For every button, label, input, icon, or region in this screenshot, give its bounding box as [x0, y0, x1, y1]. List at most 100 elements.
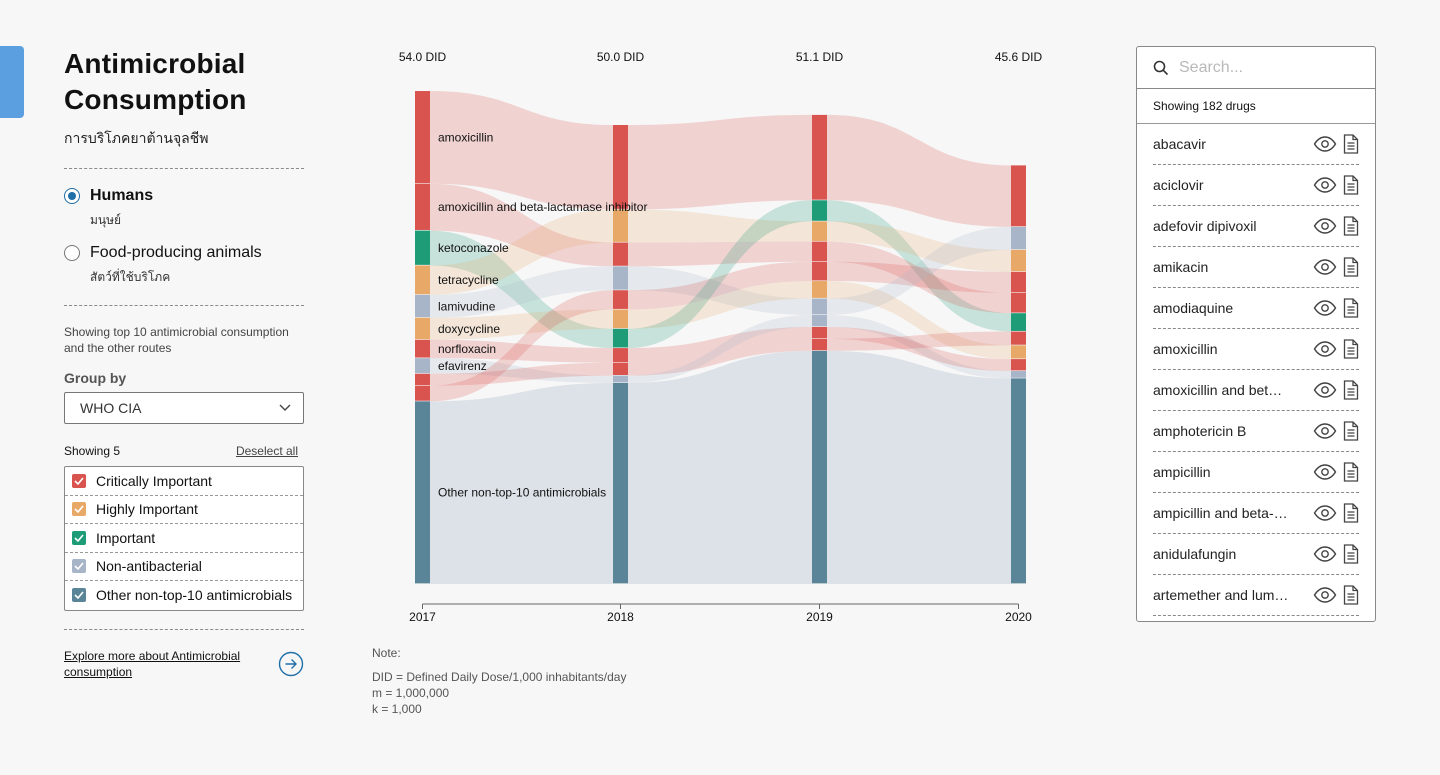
sankey-flow[interactable] — [430, 362, 613, 386]
sankey-flow[interactable] — [827, 226, 1011, 316]
sankey-node[interactable] — [613, 362, 628, 376]
checkbox-checked-icon[interactable] — [72, 588, 86, 603]
sankey-node[interactable] — [415, 385, 430, 401]
sankey-flow[interactable] — [827, 281, 1011, 360]
sankey-node[interactable] — [812, 281, 827, 298]
sankey-flow[interactable] — [628, 350, 812, 584]
sankey-node[interactable] — [1011, 313, 1026, 331]
sankey-node[interactable] — [415, 294, 430, 318]
eye-icon[interactable] — [1313, 382, 1337, 398]
sankey-flow[interactable] — [628, 281, 812, 329]
drug-list-item[interactable]: amodiaquine — [1153, 288, 1359, 329]
sankey-node[interactable] — [1011, 331, 1026, 345]
sankey-node[interactable] — [812, 200, 827, 221]
eye-icon[interactable] — [1313, 505, 1337, 521]
search-input[interactable] — [1179, 58, 1359, 77]
document-icon[interactable] — [1343, 380, 1359, 400]
sankey-flow[interactable] — [827, 114, 1011, 227]
sankey-flow[interactable] — [827, 221, 1011, 272]
document-icon[interactable] — [1343, 462, 1359, 482]
sankey-flow[interactable] — [628, 200, 812, 349]
document-icon[interactable] — [1343, 544, 1359, 564]
checkbox-checked-icon[interactable] — [72, 530, 86, 545]
sankey-flow[interactable] — [430, 183, 613, 267]
eye-icon[interactable] — [1313, 177, 1337, 193]
sankey-node[interactable] — [812, 326, 827, 339]
sankey-flow[interactable] — [430, 290, 613, 402]
group-by-select[interactable]: WHO CIA — [64, 392, 304, 424]
radio-button[interactable] — [64, 245, 80, 261]
sankey-node[interactable] — [1011, 371, 1026, 378]
sankey-node[interactable] — [613, 375, 628, 383]
sankey-flow[interactable] — [628, 114, 812, 210]
sankey-node[interactable] — [1011, 378, 1026, 584]
sankey-node[interactable] — [415, 339, 430, 358]
document-icon[interactable] — [1343, 421, 1359, 441]
drug-list-item[interactable]: ampicillin — [1153, 452, 1359, 493]
sankey-node[interactable] — [613, 242, 628, 266]
drug-list-item[interactable]: abacavir — [1153, 124, 1359, 165]
arrow-right-circle-icon[interactable] — [278, 651, 304, 677]
deselect-all-link[interactable]: Deselect all — [235, 444, 298, 458]
sankey-node[interactable] — [812, 338, 827, 351]
document-icon[interactable] — [1343, 257, 1359, 277]
eye-icon[interactable] — [1313, 218, 1337, 234]
side-tab-handle[interactable] — [0, 46, 24, 118]
document-icon[interactable] — [1343, 503, 1359, 523]
category-item[interactable]: Non-antibacterial — [65, 553, 303, 581]
drug-list-item[interactable]: amphotericin B — [1153, 411, 1359, 452]
drug-list-item[interactable]: adefovir dipivoxil — [1153, 206, 1359, 247]
radio-button-selected[interactable] — [64, 188, 80, 204]
sankey-flow[interactable] — [430, 358, 613, 383]
drug-list-item[interactable]: artemether and lumefantrine — [1153, 575, 1359, 616]
drug-list-item[interactable]: aciclovir — [1153, 165, 1359, 206]
sankey-flow[interactable] — [628, 209, 812, 243]
sankey-node[interactable] — [613, 382, 628, 584]
sankey-flow[interactable] — [827, 331, 1011, 351]
sankey-node[interactable] — [415, 265, 430, 295]
sankey-flow[interactable] — [430, 91, 613, 210]
sankey-flow[interactable] — [628, 266, 812, 316]
sankey-node[interactable] — [415, 358, 430, 374]
eye-icon[interactable] — [1313, 341, 1337, 357]
sankey-node[interactable] — [415, 401, 430, 584]
sankey-flow[interactable] — [430, 266, 613, 318]
sankey-flow[interactable] — [827, 261, 1011, 293]
sankey-node[interactable] — [812, 221, 827, 241]
sankey-flow[interactable] — [827, 326, 1011, 372]
sankey-node[interactable] — [1011, 165, 1026, 227]
drug-list-item[interactable]: ampicillin and beta-lactamase inhibitor — [1153, 493, 1359, 534]
sankey-node[interactable] — [812, 350, 827, 584]
sankey-node[interactable] — [1011, 345, 1026, 359]
sankey-node[interactable] — [613, 266, 628, 290]
eye-icon[interactable] — [1313, 300, 1337, 316]
drug-list-item[interactable]: anidulafungin — [1153, 534, 1359, 575]
sankey-node[interactable] — [415, 183, 430, 230]
document-icon[interactable] — [1343, 175, 1359, 195]
sankey-flow[interactable] — [430, 309, 613, 340]
category-item[interactable]: Highly Important — [65, 496, 303, 524]
eye-icon[interactable] — [1313, 136, 1337, 152]
sankey-node[interactable] — [1011, 226, 1026, 250]
sankey-node[interactable] — [1011, 249, 1026, 272]
sankey-node[interactable] — [1011, 271, 1026, 293]
sankey-flow[interactable] — [827, 350, 1011, 584]
sankey-node[interactable] — [812, 315, 827, 327]
category-item[interactable]: Other non-top-10 antimicrobials — [65, 581, 303, 610]
document-icon[interactable] — [1343, 216, 1359, 236]
sankey-flow[interactable] — [628, 315, 812, 383]
explore-link[interactable]: Explore more about Antimicrobial consump… — [64, 648, 241, 679]
drug-list-item[interactable]: amoxicillin and beta-lactamase inhibitor — [1153, 370, 1359, 411]
sankey-flow[interactable] — [827, 200, 1011, 332]
sankey-node[interactable] — [613, 125, 628, 209]
sankey-node[interactable] — [812, 114, 827, 200]
sankey-flow[interactable] — [827, 315, 1011, 379]
sankey-flow[interactable] — [430, 209, 613, 295]
document-icon[interactable] — [1343, 134, 1359, 154]
checkbox-checked-icon[interactable] — [72, 559, 86, 574]
sankey-flow[interactable] — [430, 230, 613, 349]
sankey-node[interactable] — [613, 290, 628, 309]
sankey-node[interactable] — [415, 373, 430, 386]
radio-animals[interactable]: Food-producing animals — [64, 244, 304, 262]
sankey-flow[interactable] — [430, 339, 613, 363]
